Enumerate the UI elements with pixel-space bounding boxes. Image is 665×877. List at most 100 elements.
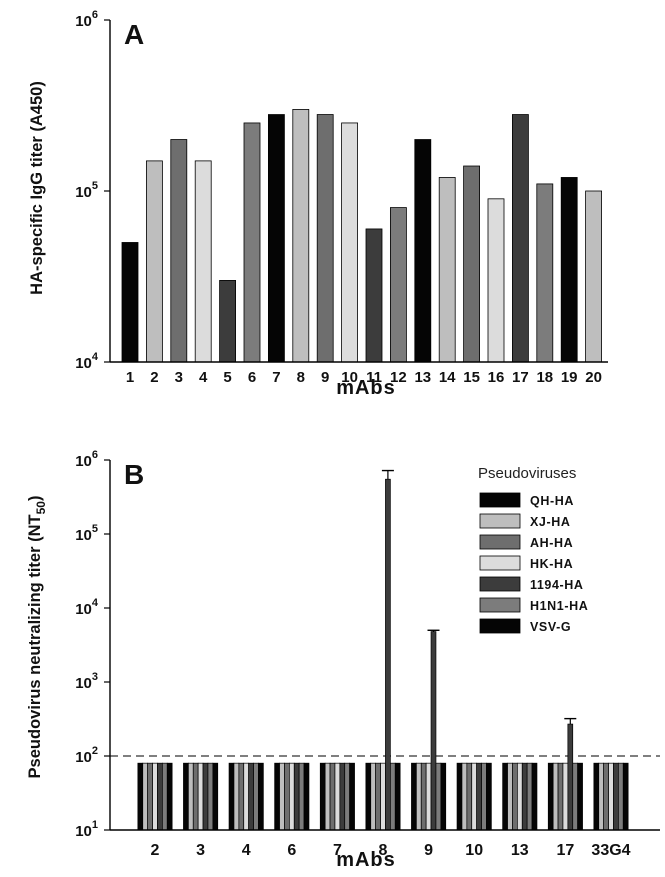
bar-mab-20 — [585, 190, 602, 363]
panel-a-x-axis-title: mAbs — [336, 377, 396, 399]
x-tick-mab-4: 4 — [199, 369, 208, 386]
bar-ah-ha-mab-17 — [557, 762, 564, 831]
x-tick-mab-9: 9 — [321, 369, 329, 386]
x-tick-mab-3: 3 — [175, 369, 183, 386]
bar-mab-17 — [512, 114, 529, 363]
bar-mab-12 — [389, 207, 407, 363]
bar-hk-ha-mab-9 — [425, 762, 432, 831]
bar-vsv-g-mab-2 — [166, 762, 173, 831]
panel-b-y-tick-label-exponent: 3 — [92, 671, 98, 683]
bar-xj-ha-mab-2 — [142, 762, 149, 831]
bar-qh-ha-mab-3 — [183, 762, 189, 831]
bar-vsv-g-mab-13 — [531, 762, 538, 831]
panel-b-legend: Pseudoviruses QH-HA XJ-HA AH-HA HK-HA 1194-H… — [478, 465, 588, 634]
panel-a-bars — [121, 109, 602, 363]
bar-vsv-g-mab-4 — [258, 762, 264, 831]
x-tick-mab-20: 20 — [585, 369, 602, 386]
x-tick-mab-19: 19 — [561, 369, 578, 386]
bar-mab-19 — [560, 177, 578, 363]
legend-swatch-xj-ha — [479, 513, 521, 529]
bar-xj-ha-mab-33G4 — [598, 762, 605, 831]
panel-b-x-tick-labels: 2 3 4 6 7 8 9 10 13 17 33G4 — [151, 842, 631, 859]
bar-1194-ha-mab-17 — [567, 723, 574, 831]
panel-b-y-axis-title-subscript: 50 — [34, 501, 48, 515]
legend-label-ah-ha: AH-HA — [530, 536, 573, 550]
x-tick-mab-17: 17 — [557, 842, 575, 859]
panel-b-y-tick-label-base: 10 — [75, 453, 92, 470]
x-tick-mab-13: 13 — [414, 369, 431, 386]
legend-swatch-h1n1-ha — [479, 597, 521, 613]
bar-h1n1-ha-mab-4 — [253, 762, 259, 831]
bar-ah-ha-mab-13 — [512, 762, 518, 831]
bar-mab-14 — [438, 177, 456, 363]
panel-b-y-axis-title: Pseudovirus neutralizing titer (NT50) — [26, 496, 48, 779]
bar-xj-ha-mab-7 — [324, 762, 331, 831]
x-tick-mab-10: 10 — [465, 842, 483, 859]
panel-a-y-tick-label-exponent: 5 — [92, 180, 98, 192]
bar-mab-5 — [219, 280, 237, 363]
bar-ah-ha-mab-6 — [284, 762, 290, 831]
panel-b-y-tick-label-exponent: 5 — [92, 523, 98, 535]
bar-ah-ha-mab-9 — [420, 762, 427, 831]
x-tick-mab-3: 3 — [196, 842, 205, 859]
bar-mab-16 — [487, 198, 505, 363]
x-tick-mab-8: 8 — [297, 369, 305, 386]
bar-mab-15 — [463, 165, 481, 363]
bar-qh-ha-mab-10 — [456, 762, 463, 831]
panel-b-y-tick-label-base: 10 — [75, 749, 92, 766]
bar-h1n1-ha-mab-9 — [435, 762, 442, 831]
panel-b-y-tick-label-exponent: 1 — [92, 819, 98, 831]
legend-label-h1n1-ha: H1N1-HA — [530, 599, 588, 613]
panel-b-error-bars — [381, 469, 577, 725]
bar-qh-ha-mab-4 — [228, 762, 235, 831]
bar-ah-ha-mab-3 — [192, 762, 199, 831]
panel-a-y-tick-label-base: 10 — [75, 13, 92, 30]
bar-qh-ha-mab-9 — [411, 762, 417, 831]
panel-a-y-tick-label: 106 — [75, 9, 98, 30]
bar-hk-ha-mab-33G4 — [608, 762, 614, 831]
bar-1194-ha-mab-2 — [157, 762, 163, 831]
bar-vsv-g-mab-17 — [577, 762, 583, 831]
panel-b-y-tick-label-exponent: 4 — [92, 597, 99, 609]
panel-a-x-tick-labels: 1 2 3 4 5 6 7 8 9 10 11 12 13 14 15 16 17 18 19 20 — [126, 369, 602, 386]
x-tick-mab-8: 8 — [379, 842, 388, 859]
bar-1194-ha-mab-6 — [293, 762, 300, 831]
bar-vsv-g-mab-8 — [394, 762, 401, 831]
bar-ah-ha-mab-7 — [329, 762, 336, 831]
x-tick-mab-10: 10 — [341, 369, 358, 386]
bar-1194-ha-mab-8 — [385, 478, 391, 831]
x-tick-mab-18: 18 — [536, 369, 553, 386]
panel-a-y-tick-label-exponent: 4 — [92, 351, 99, 363]
legend-swatch-1194-ha — [479, 576, 521, 592]
x-tick-mab-5: 5 — [223, 369, 231, 386]
bar-1194-ha-mab-3 — [202, 762, 209, 831]
x-tick-mab-14: 14 — [439, 369, 456, 386]
legend-swatch-hk-ha — [479, 555, 521, 571]
x-tick-mab-33G4: 33G4 — [591, 842, 630, 859]
bar-xj-ha-mab-6 — [279, 762, 285, 831]
bar-xj-ha-mab-10 — [461, 762, 468, 831]
legend-label-1194-ha: 1194-HA — [530, 578, 584, 592]
panel-a-letter: A — [124, 19, 144, 50]
bar-mab-8 — [292, 109, 310, 363]
bar-vsv-g-mab-10 — [486, 762, 492, 831]
panel-a-y-tick-label: 105 — [75, 180, 98, 201]
panel-b-y-tick-label: 105 — [75, 523, 98, 544]
x-tick-mab-2: 2 — [151, 842, 160, 859]
x-tick-mab-16: 16 — [488, 369, 505, 386]
bar-1194-ha-mab-13 — [521, 762, 528, 831]
bar-qh-ha-mab-17 — [547, 762, 554, 831]
bar-vsv-g-mab-9 — [440, 762, 447, 831]
legend-swatch-vsv-g — [479, 618, 521, 634]
bar-h1n1-ha-mab-3 — [207, 762, 214, 831]
panel-b-y-tick-label: 106 — [75, 449, 98, 470]
bar-1194-ha-mab-10 — [476, 762, 482, 831]
panel-a-y-axis-title: HA-specific IgG titer (A450) — [28, 81, 46, 295]
legend-label-vsv-g: VSV-G — [530, 620, 571, 634]
bar-h1n1-ha-mab-7 — [344, 762, 351, 831]
bar-h1n1-ha-mab-6 — [298, 762, 305, 831]
bar-qh-ha-mab-13 — [502, 762, 508, 831]
